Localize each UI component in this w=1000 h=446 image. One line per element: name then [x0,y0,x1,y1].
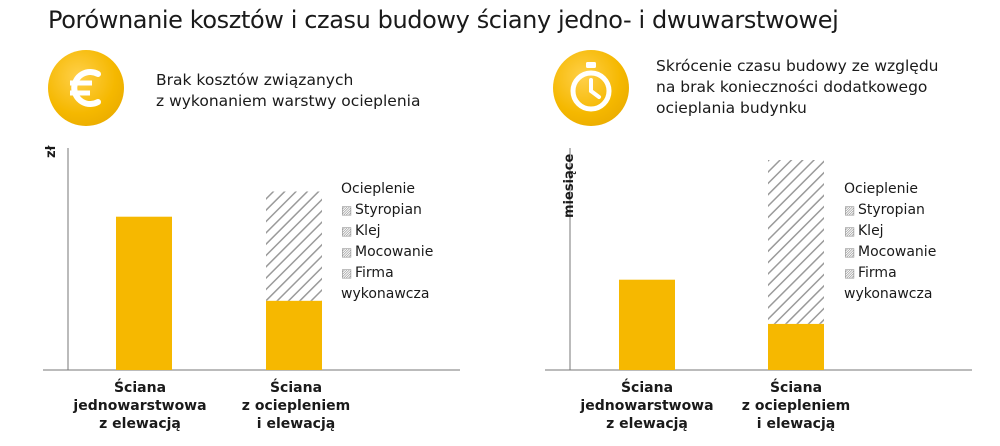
hatch-swatch-icon: ▨ [341,266,353,280]
hatch-swatch-icon: ▨ [341,203,353,217]
y-axis-label: miesiące [562,153,577,218]
legend-item: ▨ Styropian [844,200,936,221]
x-tick-line: i elewacją [756,416,836,432]
legend-item: ▨ Mocowanie [844,242,936,263]
x-tick-line: z elewacją [606,416,688,432]
legend-item: ▨ Klej [341,221,433,242]
x-tick-label: Ściana z ociepleniem i elewacją [721,379,871,433]
legend: Ocieplenie ▨ Styropian ▨ Klej ▨ Mocowanie ▨… [844,179,936,305]
x-tick-label: Ściana z ociepleniem i elewacją [221,379,371,433]
x-tick-label: Ściana jednowarstwowa z elewacją [572,379,722,433]
caption-time: Skrócenie czasu budowy ze względu na bra… [656,56,938,119]
x-tick-line: z ociepleniem [741,398,851,414]
page-title: Porównanie kosztów i czasu budowy ściany… [48,6,839,34]
legend-item: ▨ Styropian [341,200,433,221]
legend-item-continued: wykonawcza [844,286,933,302]
caption-line: Brak kosztów związanych [156,71,354,89]
legend-item: ▨ Firma [341,263,433,284]
caption-costs: Brak kosztów związanych z wykonaniem war… [156,70,420,112]
legend-item-continued: wykonawcza [341,286,430,302]
caption-line: ocieplania budynku [656,99,807,117]
hatch-swatch-icon: ▨ [844,266,856,280]
x-tick-line: i elewacją [256,416,336,432]
x-tick-line: z elewacją [99,416,181,432]
legend-item: ▨ Klej [844,221,936,242]
hatch-swatch-icon: ▨ [844,203,856,217]
caption-line: z wykonaniem warstwy ocieplenia [156,92,421,110]
legend-item: ▨ Mocowanie [341,242,433,263]
bar-segment-base [619,279,675,370]
bar-segment-base [116,216,172,370]
caption-line: na brak konieczności dodatkowego [656,78,928,96]
legend-title: Ocieplenie [844,181,918,197]
euro-icon [48,50,124,126]
bar-segment-insulation [266,191,322,301]
hatch-swatch-icon: ▨ [341,224,353,238]
caption-line: Skrócenie czasu budowy ze względu [656,57,939,75]
x-tick-line: jednowarstwowa [73,398,207,414]
x-tick-line: jednowarstwowa [580,398,714,414]
x-tick-label: Ściana jednowarstwowa z elewacją [65,379,215,433]
hatch-swatch-icon: ▨ [341,245,353,259]
legend-item: ▨ Firma [844,263,936,284]
stopwatch-icon [553,50,629,126]
x-tick-line: Ściana [620,380,674,396]
bar-segment-insulation [768,160,824,324]
x-tick-line: Ściana [269,380,323,396]
legend-title: Ocieplenie [341,181,415,197]
legend: Ocieplenie ▨ Styropian ▨ Klej ▨ Mocowanie ▨… [341,179,433,305]
x-tick-line: Ściana [769,380,823,396]
x-tick-line: Ściana [113,380,167,396]
bar-segment-base [266,300,322,370]
bar-segment-base [768,323,824,370]
hatch-swatch-icon: ▨ [844,245,856,259]
x-tick-line: z ociepleniem [241,398,351,414]
hatch-swatch-icon: ▨ [844,224,856,238]
